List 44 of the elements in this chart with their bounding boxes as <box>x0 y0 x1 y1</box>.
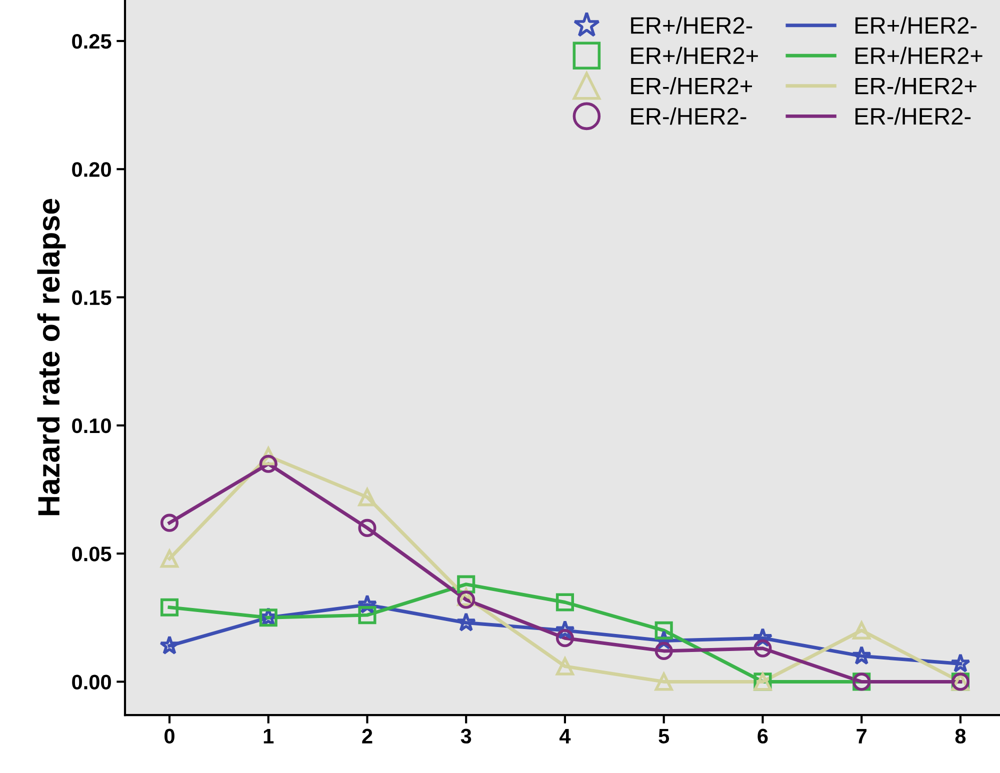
x-tick-label: 2 <box>362 728 372 744</box>
point <box>358 606 376 624</box>
text: ER-/HER2+ <box>855 77 976 94</box>
point <box>160 550 179 568</box>
x-tick-label: 8 <box>955 728 966 744</box>
point <box>456 612 476 632</box>
legend-label: ER-/HER2+ <box>631 77 752 94</box>
x-tick-label: 6 <box>758 728 768 744</box>
x-tick-label: 1 <box>264 728 274 744</box>
x-tick-label: 5 <box>658 728 670 744</box>
y-tick-label: 0.15 <box>72 290 112 306</box>
x-tick-label: 3 <box>460 728 472 744</box>
point <box>950 653 970 672</box>
text: ER+/HER2- <box>855 16 976 34</box>
y-tick-label: 0.25 <box>72 34 112 49</box>
point <box>160 598 179 616</box>
point <box>554 620 575 640</box>
point <box>358 488 376 506</box>
y-axis-title: Hazard rate of relapse <box>37 198 66 516</box>
y-tick-label: 0.10 <box>72 418 111 434</box>
point <box>654 642 673 660</box>
point <box>556 629 574 648</box>
point <box>654 672 673 691</box>
text: ER+/HER2+ <box>855 46 982 64</box>
point <box>754 639 772 658</box>
point <box>358 518 376 537</box>
point <box>556 593 574 612</box>
point <box>259 454 278 473</box>
legend-label: ER+/HER2+ <box>631 46 758 64</box>
legend-label: ER-/HER2- <box>631 107 746 125</box>
x-tick-label: 7 <box>856 728 866 744</box>
point <box>160 635 180 655</box>
point <box>654 621 673 640</box>
y-tick-label: 0.00 <box>72 674 111 690</box>
y-tick-label: 0.20 <box>72 162 111 177</box>
point <box>852 621 871 640</box>
point <box>556 657 574 676</box>
text: ER-/HER2- <box>855 107 971 125</box>
point <box>852 646 872 665</box>
point <box>160 514 179 532</box>
x-tick-label: 0 <box>164 728 174 744</box>
x-tick-label: 4 <box>559 728 571 744</box>
y-tick-label: 0.05 <box>72 546 112 562</box>
legend-label: ER+/HER2- <box>631 16 752 34</box>
